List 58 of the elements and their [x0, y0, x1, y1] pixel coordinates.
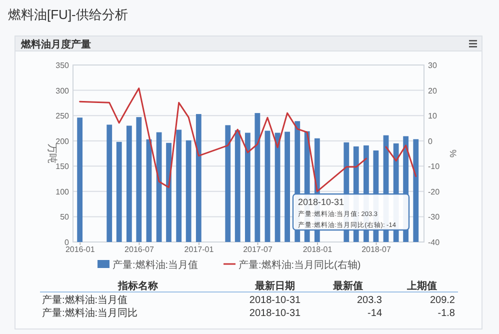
- x-tick-label: 2018-07: [362, 245, 392, 254]
- y-tick-label: 100: [56, 187, 70, 196]
- bar: [264, 130, 270, 242]
- y2-axis-title: %: [448, 149, 458, 158]
- bar: [186, 140, 192, 242]
- y-tick-label: 300: [56, 86, 70, 96]
- bar: [225, 125, 231, 242]
- text: 最新值: [332, 280, 363, 292]
- bar: [254, 113, 260, 242]
- y2-tick-label: -20: [428, 187, 440, 196]
- x-tick-label: 2017-07: [243, 245, 273, 254]
- bar: [196, 114, 202, 242]
- y2-tick-label: -40: [428, 238, 440, 247]
- text: 203.3: [356, 295, 382, 306]
- bar: [284, 132, 290, 242]
- text: 产量:燃料油:当月同比: [42, 307, 138, 319]
- y-tick-label: 250: [56, 112, 70, 121]
- x-tick-label: 2016-07: [124, 245, 154, 254]
- bar: [116, 142, 122, 242]
- bar: [176, 130, 182, 242]
- y-axis-title: 万吨: [46, 144, 58, 164]
- bar: [274, 132, 280, 242]
- chart-subtitle: 燃料油月度产量: [20, 38, 91, 50]
- y2-tick-label: 10: [428, 112, 438, 121]
- y2-tick-label: 20: [428, 86, 438, 96]
- text: 上期值: [406, 280, 437, 292]
- text: -14: [368, 308, 382, 319]
- y2-tick-label: 30: [428, 61, 438, 70]
- bar: [166, 142, 172, 242]
- x-tick-label: 2017-01: [184, 245, 214, 254]
- y2-tick-label: 0: [428, 136, 433, 146]
- chart-title: 燃料油[FU]-供给分析: [8, 7, 128, 22]
- bar: [244, 132, 250, 242]
- text: 2018-10-31: [249, 308, 302, 319]
- y2-tick-label: -10: [428, 162, 440, 172]
- text: -1.8: [438, 308, 456, 319]
- x-tick-label: 2018-01: [302, 245, 333, 254]
- bar: [106, 124, 112, 242]
- y-tick-label: 200: [56, 136, 70, 146]
- y-tick-label: 0: [64, 238, 70, 247]
- y-tick-label: 350: [56, 61, 70, 70]
- y-tick-label: 50: [60, 212, 70, 222]
- bar: [234, 130, 240, 242]
- text: 指标名称: [117, 280, 159, 292]
- bar: [77, 118, 83, 242]
- x-tick-label: 2016-01: [65, 245, 96, 254]
- bar: [413, 139, 419, 242]
- legend-label: 产量:燃料油:当月值: [112, 259, 198, 271]
- text: 最新日期: [254, 280, 295, 292]
- text: 209.2: [430, 295, 456, 306]
- text: 产量:燃料油:当月值: [42, 294, 128, 306]
- y2-tick-label: -30: [428, 212, 440, 222]
- y-tick-label: 150: [56, 162, 70, 172]
- legend-label: 产量:燃料油:当月同比(右轴): [238, 259, 361, 271]
- bar: [126, 126, 132, 242]
- text: 2018-10-31: [249, 295, 302, 306]
- bar: [146, 139, 152, 242]
- bar: [136, 117, 142, 242]
